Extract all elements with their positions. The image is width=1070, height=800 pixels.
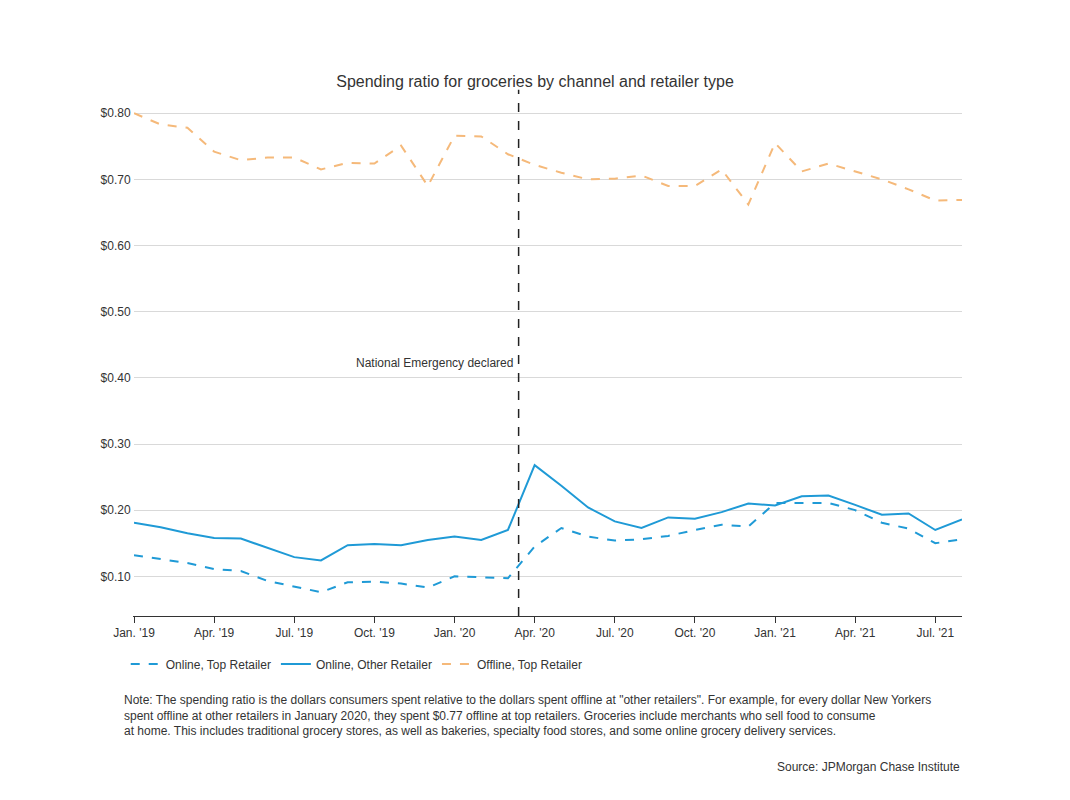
- svg-text:Jan. '21: Jan. '21: [754, 626, 796, 640]
- svg-text:National Emergency declared: National Emergency declared: [356, 356, 513, 370]
- svg-text:Offline, Top Retailer: Offline, Top Retailer: [477, 658, 582, 672]
- svg-text:Oct. '20: Oct. '20: [674, 626, 715, 640]
- svg-text:$0.20: $0.20: [101, 503, 131, 517]
- svg-text:Jan. '20: Jan. '20: [434, 626, 476, 640]
- svg-text:$0.10: $0.10: [101, 570, 131, 584]
- svg-text:Source: JPMorgan Chase Institu: Source: JPMorgan Chase Institute: [777, 760, 960, 774]
- svg-text:Jan. '19: Jan. '19: [113, 626, 155, 640]
- svg-text:Oct. '19: Oct. '19: [354, 626, 395, 640]
- svg-text:Spending ratio for groceries b: Spending ratio for groceries by channel …: [336, 73, 734, 90]
- svg-text:Online, Other Retailer: Online, Other Retailer: [316, 658, 432, 672]
- svg-text:Apr. '19: Apr. '19: [194, 626, 235, 640]
- svg-text:$0.50: $0.50: [101, 305, 131, 319]
- svg-text:Jul. '21: Jul. '21: [916, 626, 954, 640]
- svg-text:Jul. '20: Jul. '20: [596, 626, 634, 640]
- svg-text:Apr. '20: Apr. '20: [514, 626, 555, 640]
- svg-text:Apr. '21: Apr. '21: [835, 626, 876, 640]
- svg-text:$0.70: $0.70: [101, 173, 131, 187]
- svg-text:Note: The spending ratio is th: Note: The spending ratio is the dollars …: [124, 693, 931, 738]
- svg-text:$0.30: $0.30: [101, 437, 131, 451]
- svg-text:$0.40: $0.40: [101, 371, 131, 385]
- svg-text:$0.80: $0.80: [101, 106, 131, 120]
- svg-text:Online, Top Retailer: Online, Top Retailer: [166, 658, 271, 672]
- svg-text:$0.60: $0.60: [101, 239, 131, 253]
- svg-text:Jul. '19: Jul. '19: [275, 626, 313, 640]
